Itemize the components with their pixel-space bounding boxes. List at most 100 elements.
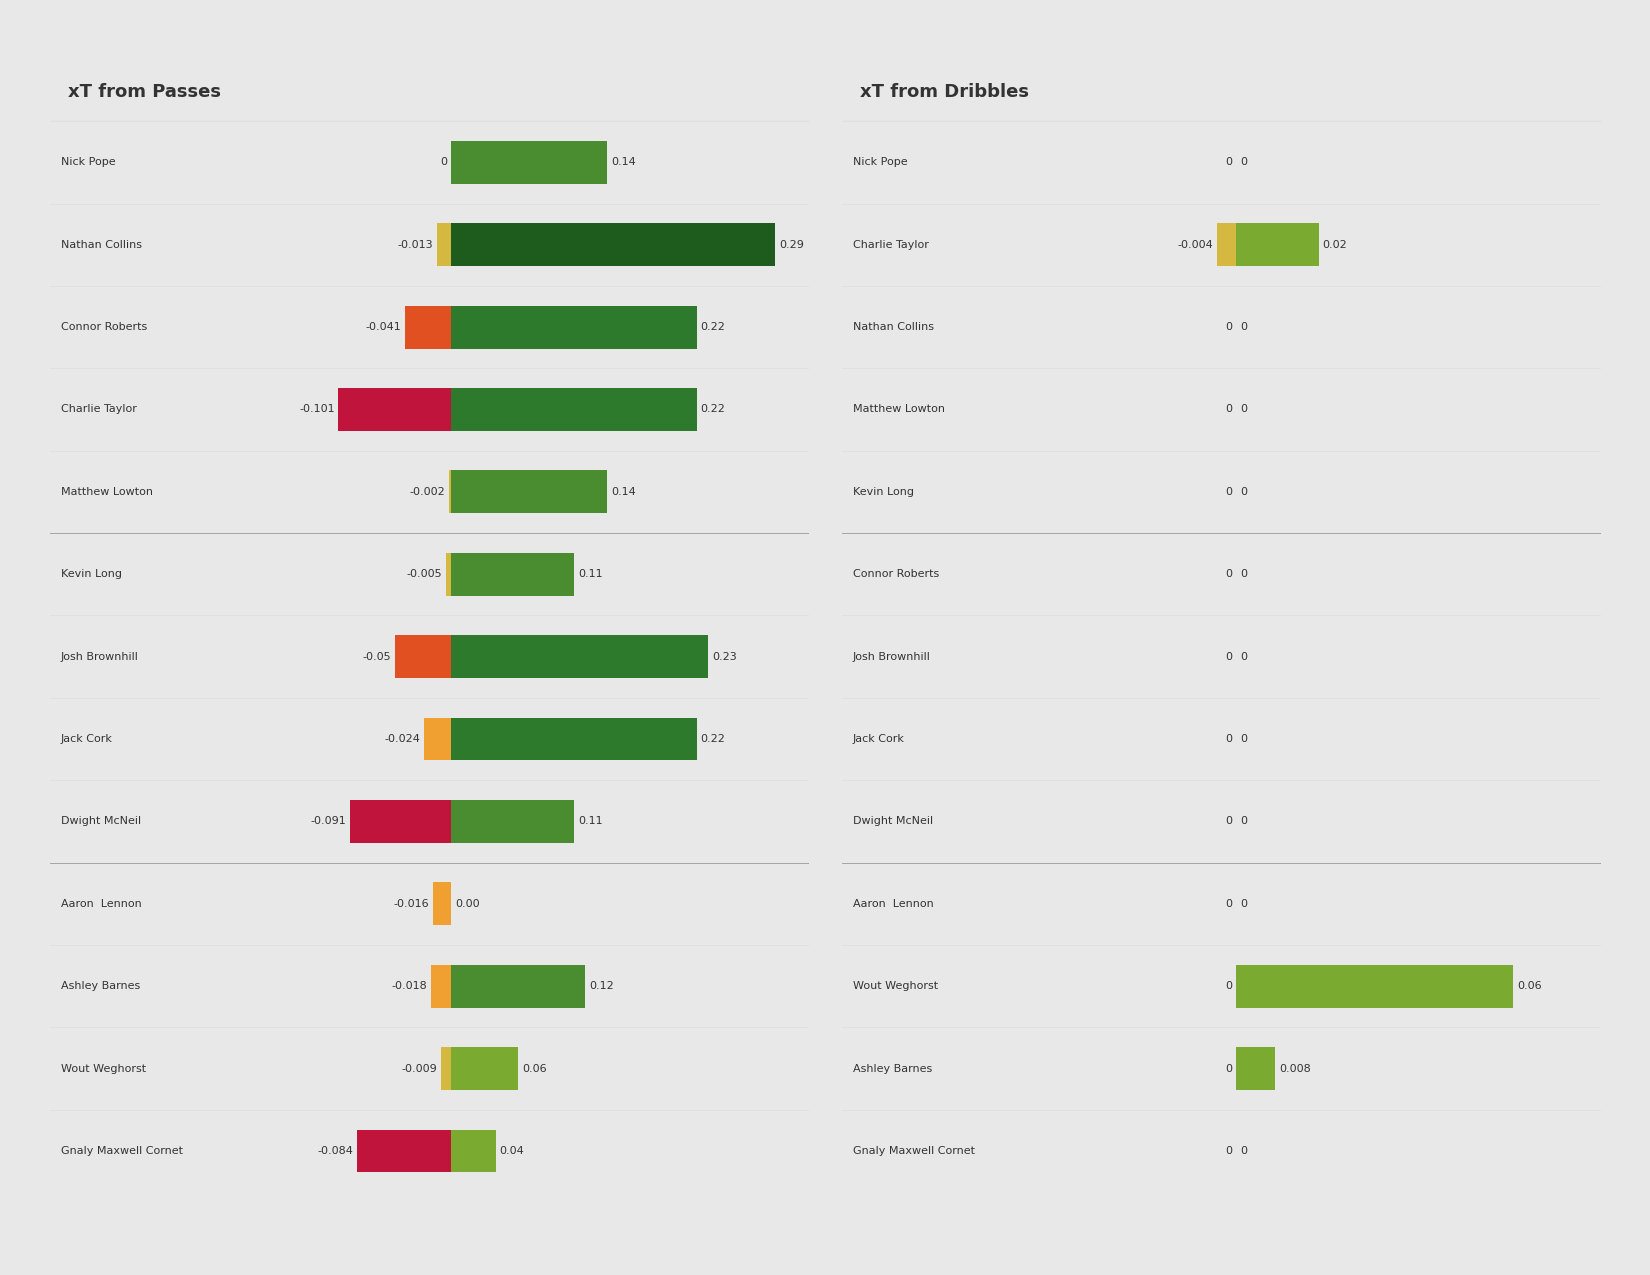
Text: 0.29: 0.29 bbox=[779, 240, 804, 250]
Bar bbox=[449, 470, 450, 514]
Text: 0: 0 bbox=[1241, 734, 1247, 745]
Text: 0: 0 bbox=[1226, 652, 1233, 662]
Bar bbox=[406, 306, 450, 348]
Bar bbox=[434, 882, 450, 926]
Text: -0.101: -0.101 bbox=[299, 404, 335, 414]
Text: -0.013: -0.013 bbox=[398, 240, 432, 250]
Text: 0.06: 0.06 bbox=[521, 1063, 546, 1074]
Bar bbox=[424, 718, 450, 760]
Text: -0.009: -0.009 bbox=[401, 1063, 437, 1074]
Text: 0: 0 bbox=[1226, 1146, 1233, 1156]
Text: Charlie Taylor: Charlie Taylor bbox=[853, 240, 929, 250]
Text: -0.004: -0.004 bbox=[1176, 240, 1213, 250]
Text: 0.14: 0.14 bbox=[610, 487, 635, 497]
Text: Nick Pope: Nick Pope bbox=[853, 157, 908, 167]
Bar bbox=[450, 470, 607, 514]
Text: Aaron  Lennon: Aaron Lennon bbox=[853, 899, 934, 909]
Bar bbox=[350, 799, 450, 843]
Text: Matthew Lowton: Matthew Lowton bbox=[853, 404, 945, 414]
Bar bbox=[450, 799, 574, 843]
Bar bbox=[396, 635, 450, 678]
Text: Aaron  Lennon: Aaron Lennon bbox=[61, 899, 142, 909]
Bar bbox=[1236, 965, 1513, 1007]
Bar bbox=[1236, 223, 1318, 266]
Text: 0: 0 bbox=[1226, 157, 1233, 167]
Text: 0: 0 bbox=[1241, 569, 1247, 579]
Text: Josh Brownhill: Josh Brownhill bbox=[853, 652, 931, 662]
Bar bbox=[450, 965, 586, 1007]
Text: 0: 0 bbox=[1241, 487, 1247, 497]
Text: 0: 0 bbox=[1226, 816, 1233, 826]
Text: -0.016: -0.016 bbox=[394, 899, 429, 909]
Text: -0.002: -0.002 bbox=[409, 487, 446, 497]
Text: Jack Cork: Jack Cork bbox=[853, 734, 904, 745]
Text: xT from Dribbles: xT from Dribbles bbox=[861, 83, 1030, 102]
Bar bbox=[358, 1130, 450, 1172]
Bar bbox=[1216, 223, 1236, 266]
Text: Dwight McNeil: Dwight McNeil bbox=[853, 816, 932, 826]
Text: 0.008: 0.008 bbox=[1279, 1063, 1310, 1074]
Text: 0.11: 0.11 bbox=[578, 569, 602, 579]
Text: 0.14: 0.14 bbox=[610, 157, 635, 167]
Text: Nathan Collins: Nathan Collins bbox=[853, 323, 934, 332]
Text: Gnaly Maxwell Cornet: Gnaly Maxwell Cornet bbox=[61, 1146, 183, 1156]
Bar bbox=[450, 553, 574, 595]
Text: Connor Roberts: Connor Roberts bbox=[853, 569, 939, 579]
Text: 0: 0 bbox=[1226, 982, 1233, 991]
Text: Nick Pope: Nick Pope bbox=[61, 157, 116, 167]
Text: -0.024: -0.024 bbox=[384, 734, 421, 745]
Bar bbox=[450, 388, 696, 431]
Text: 0.11: 0.11 bbox=[578, 816, 602, 826]
Text: Jack Cork: Jack Cork bbox=[61, 734, 112, 745]
Text: Charlie Taylor: Charlie Taylor bbox=[61, 404, 137, 414]
Text: -0.005: -0.005 bbox=[406, 569, 442, 579]
Text: 0: 0 bbox=[1226, 569, 1233, 579]
Text: Kevin Long: Kevin Long bbox=[61, 569, 122, 579]
Text: Wout Weghorst: Wout Weghorst bbox=[853, 982, 937, 991]
Text: 0.12: 0.12 bbox=[589, 982, 614, 991]
Text: 0.00: 0.00 bbox=[455, 899, 480, 909]
Text: Dwight McNeil: Dwight McNeil bbox=[61, 816, 140, 826]
Bar bbox=[450, 1130, 497, 1172]
Text: 0: 0 bbox=[1241, 652, 1247, 662]
Text: 0.02: 0.02 bbox=[1323, 240, 1348, 250]
Text: 0.22: 0.22 bbox=[701, 323, 726, 332]
Text: -0.041: -0.041 bbox=[366, 323, 401, 332]
Text: Matthew Lowton: Matthew Lowton bbox=[61, 487, 153, 497]
Bar bbox=[450, 1047, 518, 1090]
Text: 0.22: 0.22 bbox=[701, 404, 726, 414]
Text: 0.22: 0.22 bbox=[701, 734, 726, 745]
Bar bbox=[1236, 1047, 1275, 1090]
Bar bbox=[437, 223, 450, 266]
Text: Gnaly Maxwell Cornet: Gnaly Maxwell Cornet bbox=[853, 1146, 975, 1156]
Text: Ashley Barnes: Ashley Barnes bbox=[853, 1063, 932, 1074]
Text: -0.091: -0.091 bbox=[310, 816, 346, 826]
Text: -0.05: -0.05 bbox=[363, 652, 391, 662]
Bar bbox=[446, 553, 450, 595]
Text: 0: 0 bbox=[1226, 1063, 1233, 1074]
Bar bbox=[450, 306, 696, 348]
Text: 0: 0 bbox=[1241, 323, 1247, 332]
Text: 0: 0 bbox=[1226, 734, 1233, 745]
Text: xT from Passes: xT from Passes bbox=[68, 83, 221, 102]
Text: Ashley Barnes: Ashley Barnes bbox=[61, 982, 140, 991]
Text: Kevin Long: Kevin Long bbox=[853, 487, 914, 497]
Text: 0: 0 bbox=[1241, 404, 1247, 414]
Text: 0: 0 bbox=[1241, 816, 1247, 826]
Text: 0.04: 0.04 bbox=[500, 1146, 525, 1156]
Text: 0.06: 0.06 bbox=[1516, 982, 1541, 991]
Bar bbox=[441, 1047, 450, 1090]
Text: Josh Brownhill: Josh Brownhill bbox=[61, 652, 139, 662]
Text: -0.018: -0.018 bbox=[391, 982, 427, 991]
Text: 0: 0 bbox=[1241, 157, 1247, 167]
Bar bbox=[450, 718, 696, 760]
Text: Connor Roberts: Connor Roberts bbox=[61, 323, 147, 332]
Bar bbox=[450, 635, 708, 678]
Text: 0.23: 0.23 bbox=[711, 652, 736, 662]
Text: 0: 0 bbox=[1226, 899, 1233, 909]
Text: -0.084: -0.084 bbox=[318, 1146, 353, 1156]
Bar bbox=[431, 965, 450, 1007]
Text: 0: 0 bbox=[1241, 899, 1247, 909]
Text: Wout Weghorst: Wout Weghorst bbox=[61, 1063, 145, 1074]
Bar bbox=[450, 223, 776, 266]
